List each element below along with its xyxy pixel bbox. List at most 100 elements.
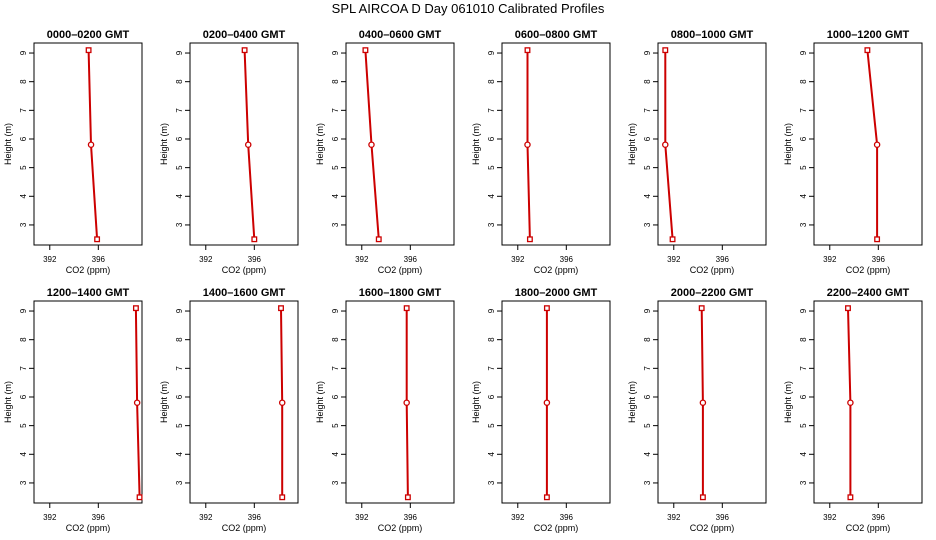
- y-axis-label: Height (m): [471, 381, 481, 423]
- x-tick-label: 396: [872, 513, 886, 522]
- data-point: [873, 141, 881, 148]
- y-tick-label: 5: [19, 165, 28, 170]
- y-tick-label: 5: [331, 165, 340, 170]
- plot-frame: [657, 300, 767, 504]
- y-tick-label: 6: [331, 136, 340, 141]
- y-tick-label: 9: [643, 308, 652, 313]
- x-tick-label: 396: [248, 513, 262, 522]
- y-tick-label: 5: [487, 165, 496, 170]
- x-tick-label: 392: [43, 513, 57, 522]
- x-tick-label: 392: [355, 513, 369, 522]
- y-tick-label: 6: [487, 136, 496, 141]
- x-tick-label: 396: [404, 255, 418, 264]
- x-axis-label: CO2 (ppm): [378, 265, 423, 275]
- x-tick-label: 396: [92, 513, 106, 522]
- plot-frame: [813, 300, 923, 504]
- y-tick-label: 5: [331, 423, 340, 428]
- plot-frame: [33, 300, 143, 504]
- y-tick-label: 6: [19, 394, 28, 399]
- y-tick-label: 5: [175, 423, 184, 428]
- chart-panel-6: 1200–1400 GMT 392 396 3 4 5 6 7 8 9 CO2 (ppm) Heigh…: [3, 287, 143, 533]
- x-tick-label: 396: [404, 513, 418, 522]
- y-tick-label: 7: [487, 366, 496, 371]
- y-tick-label: 6: [331, 394, 340, 399]
- y-axis-label: Height (m): [471, 123, 481, 165]
- data-point: [403, 305, 410, 312]
- x-axis-label: CO2 (ppm): [846, 523, 891, 533]
- data-point: [543, 305, 550, 312]
- plot-frame: [501, 42, 611, 246]
- chart-title: 0400–0600 GMT: [359, 29, 442, 41]
- y-tick-label: 5: [643, 165, 652, 170]
- y-tick-label: 6: [175, 394, 184, 399]
- y-tick-label: 9: [643, 50, 652, 55]
- y-tick-label: 4: [799, 452, 808, 457]
- x-axis-label: CO2 (ppm): [378, 523, 423, 533]
- data-point: [362, 47, 369, 54]
- chart-title: 1000–1200 GMT: [827, 29, 910, 41]
- data-point: [864, 47, 871, 54]
- y-tick-label: 4: [175, 194, 184, 199]
- y-tick-label: 9: [487, 308, 496, 313]
- y-tick-label: 8: [175, 79, 184, 84]
- x-tick-label: 396: [248, 255, 262, 264]
- x-tick-label: 392: [823, 255, 837, 264]
- chart-panel-3: 0600–0800 GMT 392 396 3 4 5 6 7 8 9 CO2 (ppm) Heigh…: [471, 29, 611, 275]
- data-point: [403, 399, 410, 406]
- y-axis-label: Height (m): [159, 381, 169, 423]
- y-tick-label: 4: [331, 452, 340, 457]
- y-tick-label: 3: [487, 222, 496, 227]
- y-tick-label: 3: [19, 480, 28, 485]
- y-tick-label: 8: [799, 79, 808, 84]
- y-axis-label: Height (m): [627, 123, 637, 165]
- y-axis-label: Height (m): [159, 123, 169, 165]
- data-point: [375, 236, 382, 243]
- plot-frame: [189, 300, 299, 504]
- data-point: [543, 399, 551, 406]
- chart-title: 0200–0400 GMT: [203, 29, 286, 41]
- y-tick-label: 9: [331, 50, 340, 55]
- y-tick-label: 8: [331, 337, 340, 342]
- y-tick-label: 3: [487, 480, 496, 485]
- data-point: [845, 305, 851, 312]
- data-point: [543, 494, 550, 501]
- y-tick-label: 3: [19, 222, 28, 227]
- plot-frame: [33, 42, 143, 246]
- y-tick-label: 8: [487, 79, 496, 84]
- y-tick-label: 8: [175, 337, 184, 342]
- x-tick-label: 392: [511, 513, 525, 522]
- data-point: [699, 494, 706, 501]
- y-tick-label: 6: [175, 136, 184, 141]
- data-point: [85, 47, 92, 54]
- y-tick-label: 6: [643, 136, 652, 141]
- chart-panel-11: 2200–2400 GMT 392 396 3 4 5 6 7 8 9 CO2 (ppm) Heigh…: [783, 287, 923, 533]
- chart-panel-4: 0800–1000 GMT 392 396 3 4 5 6 7 8 9 CO2 (ppm) Heigh…: [627, 29, 767, 275]
- page-title: SPL AIRCOA D Day 061010 Calibrated Profi…: [331, 1, 605, 16]
- y-tick-label: 4: [331, 194, 340, 199]
- chart-panel-1: 0200–0400 GMT 392 396 3 4 5 6 7 8 9 CO2 (ppm) Heigh…: [159, 29, 299, 275]
- x-tick-label: 392: [667, 513, 681, 522]
- data-point: [94, 236, 101, 243]
- y-tick-label: 6: [19, 136, 28, 141]
- data-point: [278, 399, 286, 406]
- y-tick-label: 4: [487, 452, 496, 457]
- y-tick-label: 7: [487, 108, 496, 113]
- plot-frame: [345, 42, 455, 246]
- data-point: [524, 47, 531, 54]
- y-tick-label: 8: [643, 337, 652, 342]
- y-tick-label: 9: [19, 50, 28, 55]
- y-tick-label: 3: [799, 222, 808, 227]
- y-tick-label: 9: [799, 308, 808, 313]
- y-tick-label: 9: [487, 50, 496, 55]
- y-axis-label: Height (m): [627, 381, 637, 423]
- y-axis-label: Height (m): [783, 381, 793, 423]
- y-tick-label: 3: [175, 222, 184, 227]
- x-tick-label: 392: [511, 255, 525, 264]
- x-axis-label: CO2 (ppm): [66, 523, 111, 533]
- y-tick-label: 6: [487, 394, 496, 399]
- y-tick-label: 7: [175, 108, 184, 113]
- chart-panel-2: 0400–0600 GMT 392 396 3 4 5 6 7 8 9 CO2 (ppm) Heigh…: [315, 29, 455, 275]
- data-point: [278, 305, 284, 312]
- data-point: [526, 236, 533, 243]
- chart-title: 2200–2400 GMT: [827, 287, 910, 299]
